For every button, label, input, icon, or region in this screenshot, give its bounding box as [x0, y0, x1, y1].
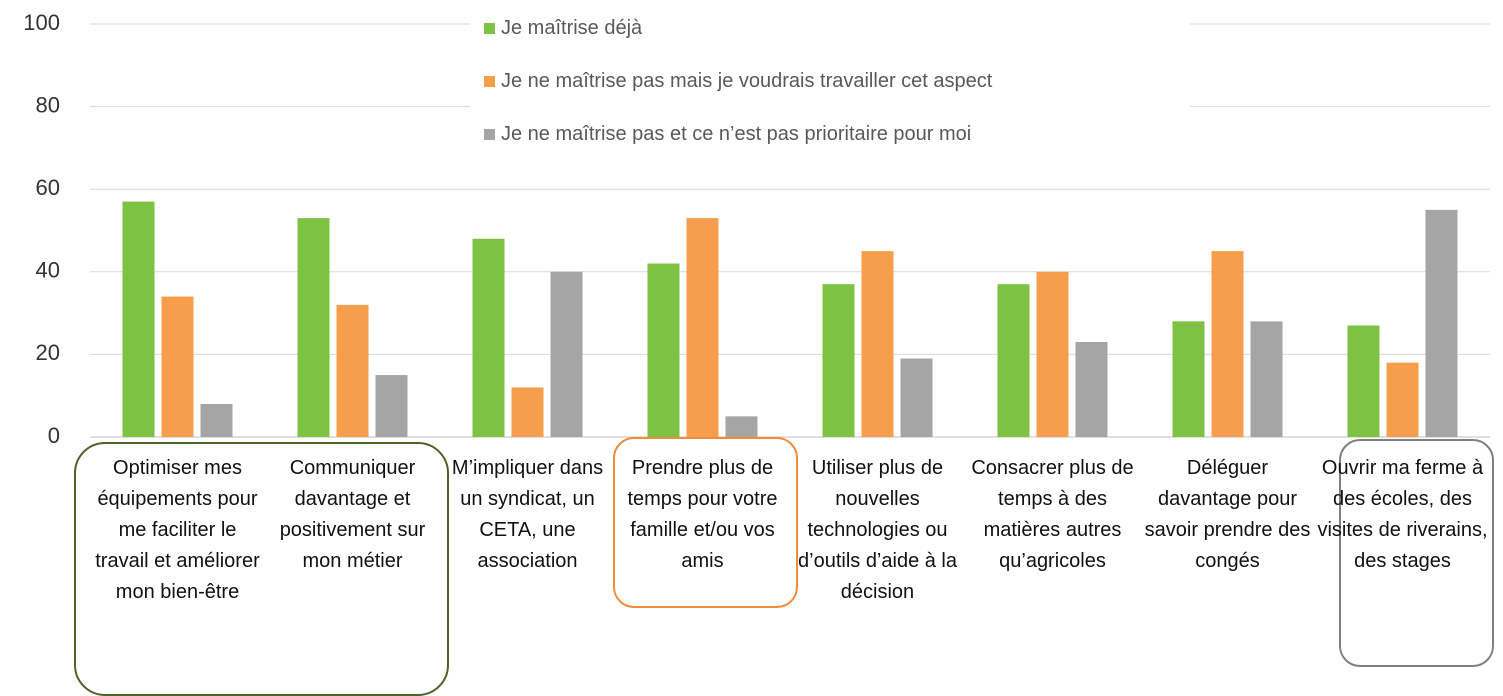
- bar: [900, 358, 933, 437]
- legend: Je maîtrise déjà Je ne maîtrise pas mais …: [470, 2, 1190, 161]
- y-tick-label: 40: [36, 258, 60, 283]
- bar: [725, 416, 758, 437]
- x-tick-label: Communiquer davantage et positivement su…: [279, 457, 426, 572]
- bar: [1347, 325, 1380, 437]
- legend-label: Je ne maîtrise pas mais je voudrais trav…: [501, 70, 993, 92]
- highlight-box: [1339, 439, 1494, 667]
- bar: [686, 218, 719, 437]
- bar: [997, 284, 1030, 437]
- highlight-box: [74, 442, 449, 696]
- bar: [1211, 251, 1244, 437]
- bar: [511, 387, 544, 437]
- x-tick-label: Déléguer davantage pour savoir prendre d…: [1144, 457, 1311, 572]
- x-tick-label: Consacrer plus de temps à des matières a…: [971, 457, 1134, 572]
- bar: [1172, 321, 1205, 437]
- x-tick-label: M’impliquer dans un syndicat, un CETA, u…: [451, 457, 604, 572]
- y-tick-label: 80: [36, 92, 60, 117]
- highlight-box: [613, 437, 798, 608]
- bar: [200, 403, 233, 437]
- legend-swatch: [484, 23, 495, 34]
- bar: [297, 218, 330, 437]
- bar: [1075, 342, 1108, 437]
- bar: [861, 251, 894, 437]
- bar: [122, 201, 155, 437]
- bar: [1425, 209, 1458, 437]
- bar: [550, 271, 583, 437]
- bar: [472, 238, 505, 437]
- bar: [375, 375, 408, 437]
- y-tick-label: 100: [23, 10, 60, 35]
- legend-entry: Je ne maîtrise pas mais je voudrais trav…: [470, 55, 1190, 108]
- y-tick-label: 0: [48, 423, 60, 448]
- y-tick-label: 60: [36, 175, 60, 200]
- bar: [822, 284, 855, 437]
- x-tick-label: Optimiser mes équipements pour me facili…: [95, 457, 260, 603]
- legend-label: Je maîtrise déjà: [501, 17, 643, 39]
- legend-label: Je ne maîtrise pas et ce n’est pas prior…: [501, 123, 972, 145]
- bar: [1386, 362, 1419, 437]
- bar: [161, 296, 194, 437]
- x-tick-label: Prendre plus de temps pour votre famille…: [627, 457, 778, 572]
- bar: [1250, 321, 1283, 437]
- bar: [1036, 271, 1069, 437]
- legend-entry: Je ne maîtrise pas et ce n’est pas prior…: [470, 108, 1190, 161]
- bar: [647, 263, 680, 437]
- legend-entry: Je maîtrise déjà: [470, 2, 1190, 55]
- y-tick-label: 20: [36, 340, 60, 365]
- legend-swatch: [484, 76, 495, 87]
- legend-swatch: [484, 129, 495, 140]
- bar: [336, 304, 369, 437]
- x-tick-label: Ouvrir ma ferme à des écoles, des visite…: [1317, 457, 1488, 572]
- x-tick-label: Utiliser plus de nouvelles technologies …: [798, 457, 957, 603]
